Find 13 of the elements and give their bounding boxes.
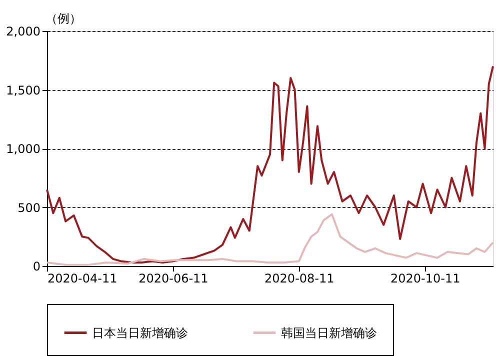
y-axis-title: （例） xyxy=(46,12,82,26)
y-tick-label: 0 xyxy=(32,260,40,274)
y-tick-label: 1,000 xyxy=(6,142,40,156)
y-tick-label: 500 xyxy=(18,200,40,215)
y-tick-label: 2,000 xyxy=(6,24,40,38)
x-tick-label: 2020-06-11 xyxy=(138,272,208,286)
x-tick-label: 2020-10-11 xyxy=(390,272,460,286)
x-tick-label: 2020-08-11 xyxy=(264,272,334,286)
y-tick-label: 1,500 xyxy=(6,83,40,98)
legend-label: 韩国当日新增确诊 xyxy=(281,326,377,340)
x-tick-label: 2020-04-11 xyxy=(48,272,118,286)
line-series xyxy=(46,65,494,264)
legend-label: 日本当日新增确诊 xyxy=(92,326,188,340)
